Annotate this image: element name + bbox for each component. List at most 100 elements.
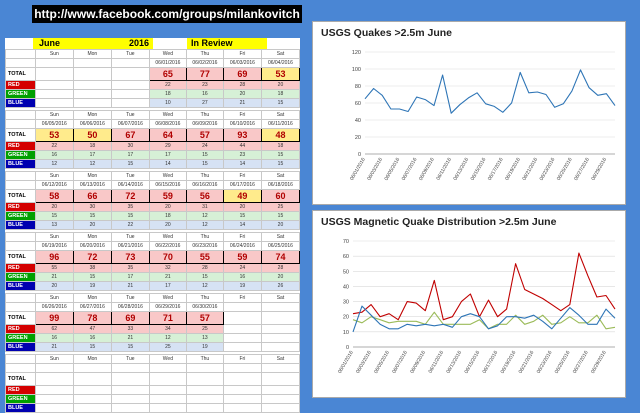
blue-value-cell[interactable]: 14	[148, 159, 187, 169]
total-value-cell[interactable]: 72	[72, 250, 112, 264]
red-value-cell[interactable]: 30	[110, 141, 150, 151]
total-value-cell[interactable]	[110, 67, 150, 81]
red-value-cell[interactable]: 22	[34, 141, 74, 151]
green-value-cell[interactable]: 16	[185, 89, 224, 99]
green-value-cell[interactable]: 15	[260, 211, 301, 221]
green-value-cell[interactable]: 18	[260, 89, 301, 99]
blue-value-cell[interactable]: 15	[260, 159, 301, 169]
red-value-cell[interactable]: 20	[148, 202, 187, 212]
red-value-cell[interactable]	[110, 80, 150, 90]
total-value-cell[interactable]: 53	[34, 128, 74, 142]
green-value-cell[interactable]: 16	[222, 272, 262, 282]
total-value-cell[interactable]: 72	[110, 189, 150, 203]
green-value-cell[interactable]	[110, 89, 150, 99]
total-value-cell[interactable]: 73	[110, 250, 150, 264]
red-value-cell[interactable]: 32	[148, 263, 187, 273]
total-value-cell[interactable]: 78	[72, 311, 112, 325]
blue-value-cell[interactable]: 15	[110, 159, 150, 169]
total-value-cell[interactable]	[72, 372, 112, 386]
blue-value-cell[interactable]: 26	[260, 281, 301, 291]
green-value-cell[interactable]	[110, 394, 150, 404]
red-value-cell[interactable]: 20	[222, 202, 262, 212]
green-value-cell[interactable]: 15	[110, 211, 150, 221]
red-value-cell[interactable]	[260, 385, 301, 395]
red-value-cell[interactable]	[260, 324, 301, 334]
blue-value-cell[interactable]: 14	[222, 220, 262, 230]
green-value-cell[interactable]	[260, 333, 301, 343]
red-value-cell[interactable]	[72, 385, 112, 395]
total-value-cell[interactable]: 58	[34, 189, 74, 203]
red-value-cell[interactable]: 62	[34, 324, 74, 334]
red-value-cell[interactable]: 28	[185, 263, 224, 273]
green-value-cell[interactable]: 20	[222, 89, 262, 99]
blue-value-cell[interactable]	[260, 342, 301, 352]
red-value-cell[interactable]: 31	[185, 202, 224, 212]
blue-value-cell[interactable]: 20	[148, 220, 187, 230]
blue-value-cell[interactable]: 17	[148, 281, 187, 291]
blue-value-cell[interactable]: 27	[185, 98, 224, 108]
green-value-cell[interactable]: 15	[72, 272, 112, 282]
green-value-cell[interactable]: 21	[148, 272, 187, 282]
blue-value-cell[interactable]: 15	[72, 342, 112, 352]
total-value-cell[interactable]	[72, 67, 112, 81]
total-value-cell[interactable]: 69	[222, 67, 262, 81]
blue-value-cell[interactable]: 13	[34, 220, 74, 230]
red-value-cell[interactable]: 20	[34, 202, 74, 212]
green-value-cell[interactable]: 12	[185, 211, 224, 221]
green-value-cell[interactable]	[72, 394, 112, 404]
total-value-cell[interactable]: 53	[260, 67, 301, 81]
total-value-cell[interactable]: 69	[110, 311, 150, 325]
blue-value-cell[interactable]: 12	[72, 159, 112, 169]
red-value-cell[interactable]: 25	[260, 202, 301, 212]
red-value-cell[interactable]	[222, 385, 262, 395]
green-value-cell[interactable]	[222, 333, 262, 343]
blue-value-cell[interactable]: 20	[34, 281, 74, 291]
group-url-banner[interactable]: http://www.facebook.com/groups/milankovi…	[32, 5, 302, 23]
total-value-cell[interactable]	[260, 372, 301, 386]
red-value-cell[interactable]	[110, 385, 150, 395]
green-value-cell[interactable]: 13	[185, 333, 224, 343]
red-value-cell[interactable]: 24	[222, 263, 262, 273]
blue-value-cell[interactable]: 21	[222, 98, 262, 108]
red-value-cell[interactable]: 29	[148, 141, 187, 151]
blue-value-cell[interactable]: 12	[185, 281, 224, 291]
red-value-cell[interactable]	[222, 324, 262, 334]
total-value-cell[interactable]: 50	[72, 128, 112, 142]
blue-value-cell[interactable]	[110, 403, 150, 413]
total-value-cell[interactable]: 74	[260, 250, 301, 264]
blue-value-cell[interactable]	[34, 403, 74, 413]
red-value-cell[interactable]: 22	[148, 80, 187, 90]
red-value-cell[interactable]: 44	[222, 141, 262, 151]
blue-value-cell[interactable]: 15	[185, 159, 224, 169]
total-value-cell[interactable]: 57	[185, 311, 224, 325]
red-value-cell[interactable]	[34, 385, 74, 395]
total-value-cell[interactable]	[110, 372, 150, 386]
red-value-cell[interactable]	[185, 385, 224, 395]
green-value-cell[interactable]: 12	[148, 333, 187, 343]
green-value-cell[interactable]	[222, 394, 262, 404]
red-value-cell[interactable]: 30	[72, 202, 112, 212]
red-value-cell[interactable]: 28	[222, 80, 262, 90]
blue-value-cell[interactable]: 21	[34, 342, 74, 352]
red-value-cell[interactable]: 38	[72, 263, 112, 273]
total-value-cell[interactable]: 60	[260, 189, 301, 203]
blue-value-cell[interactable]: 12	[185, 220, 224, 230]
total-value-cell[interactable]	[34, 67, 74, 81]
total-value-cell[interactable]: 65	[148, 67, 187, 81]
blue-value-cell[interactable]: 25	[148, 342, 187, 352]
green-value-cell[interactable]: 15	[185, 272, 224, 282]
blue-value-cell[interactable]	[148, 403, 187, 413]
blue-value-cell[interactable]: 21	[110, 281, 150, 291]
red-value-cell[interactable]: 24	[185, 141, 224, 151]
green-value-cell[interactable]	[260, 394, 301, 404]
total-value-cell[interactable]: 48	[260, 128, 301, 142]
blue-value-cell[interactable]	[72, 403, 112, 413]
red-value-cell[interactable]: 20	[260, 80, 301, 90]
red-value-cell[interactable]: 18	[260, 141, 301, 151]
total-value-cell[interactable]	[260, 311, 301, 325]
green-value-cell[interactable]	[72, 89, 112, 99]
blue-value-cell[interactable]: 14	[222, 159, 262, 169]
blue-value-cell[interactable]: 19	[185, 342, 224, 352]
red-value-cell[interactable]: 33	[110, 324, 150, 334]
red-value-cell[interactable]	[148, 385, 187, 395]
